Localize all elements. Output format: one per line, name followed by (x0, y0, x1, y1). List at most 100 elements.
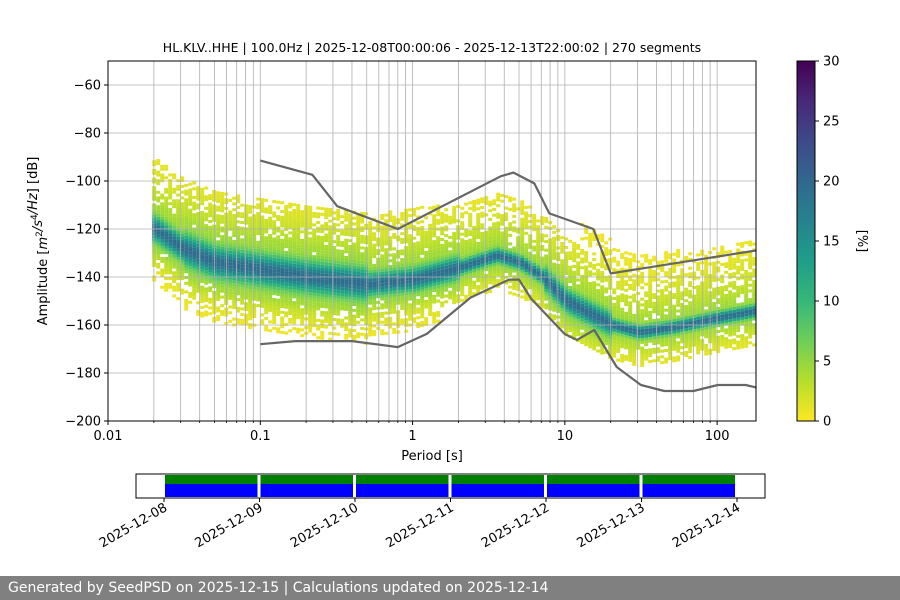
heatmap-cell (292, 220, 297, 224)
heatmap-cell (228, 291, 233, 295)
heatmap-cell (364, 295, 369, 299)
heatmap-cell (324, 299, 329, 303)
heatmap-cell (232, 280, 237, 284)
heatmap-cell (648, 279, 653, 283)
heatmap-cell (636, 317, 641, 321)
heatmap-cell (176, 288, 181, 292)
heatmap-cell (448, 284, 453, 288)
heatmap-cell (308, 297, 313, 301)
heatmap-cell (232, 277, 237, 281)
heatmap-cell (656, 306, 661, 310)
heatmap-cell (656, 338, 661, 342)
heatmap-cell (460, 232, 465, 236)
heatmap-cell (524, 277, 529, 281)
heatmap-cell (704, 315, 709, 319)
heatmap-cell (728, 296, 733, 299)
heatmap-cell (292, 295, 297, 299)
heatmap-cell (576, 290, 581, 294)
heatmap-cell (180, 216, 185, 220)
heatmap-cell (328, 262, 333, 266)
heatmap-cell (332, 228, 337, 232)
heatmap-cell (624, 355, 629, 358)
heatmap-cell (280, 256, 285, 260)
heatmap-cell (208, 237, 213, 241)
heatmap-cell (156, 173, 161, 177)
heatmap-cell (584, 236, 589, 240)
heatmap-cell (508, 222, 513, 226)
heatmap-cell (340, 229, 345, 233)
heatmap-cell (736, 271, 741, 275)
heatmap-cell (256, 214, 261, 218)
heatmap-cell (496, 221, 501, 225)
heatmap-cell (704, 344, 709, 347)
heatmap-cell (248, 288, 253, 292)
heatmap-cell (260, 250, 265, 253)
heatmap-cell (620, 279, 625, 282)
heatmap-cell (488, 269, 493, 273)
heatmap-cell (420, 220, 425, 224)
heatmap-cell (356, 332, 361, 336)
heatmap-cell (404, 269, 409, 273)
heatmap-cell (648, 305, 653, 309)
heatmap-cell (356, 251, 361, 255)
heatmap-cell (336, 243, 341, 247)
heatmap-cell (576, 287, 581, 291)
heatmap-cell (640, 309, 645, 313)
heatmap-cell (356, 297, 361, 301)
heatmap-cell (640, 312, 645, 316)
heatmap-cell (412, 256, 417, 260)
heatmap-cell (636, 332, 641, 336)
heatmap-cell (480, 266, 485, 270)
heatmap-cell (184, 304, 189, 308)
heatmap-cell (496, 250, 501, 254)
heatmap-cell (264, 221, 269, 225)
heatmap-cell (472, 228, 477, 232)
heatmap-cell (312, 315, 317, 319)
heatmap-cell (408, 294, 413, 298)
heatmap-cell (168, 228, 173, 232)
heatmap-cell (660, 335, 665, 339)
heatmap-cell (372, 301, 377, 305)
heatmap-cell (376, 318, 381, 322)
heatmap-cell (184, 232, 189, 236)
heatmap-cell (668, 285, 673, 289)
heatmap-cell (492, 207, 497, 211)
heatmap-cell (408, 208, 413, 212)
heatmap-cell (460, 261, 465, 265)
heatmap-cell (264, 224, 269, 228)
heatmap-cell (288, 260, 293, 264)
heatmap-cell (236, 200, 241, 204)
heatmap-cell (380, 280, 385, 284)
heatmap-cell (256, 232, 261, 236)
heatmap-cell (364, 301, 369, 305)
heatmap-cell (520, 229, 525, 233)
heatmap-cell (568, 254, 573, 258)
heatmap-cell (520, 258, 525, 261)
heatmap-cell (624, 320, 629, 324)
heatmap-cell (240, 238, 245, 242)
heatmap-cell (672, 319, 677, 322)
heatmap-cell (676, 280, 681, 284)
heatmap-cell (164, 228, 169, 232)
heatmap-cell (540, 294, 545, 297)
heatmap-cell (252, 271, 257, 275)
heatmap-cell (196, 284, 201, 287)
heatmap-cell (288, 248, 293, 252)
heatmap-cell (184, 209, 189, 213)
heatmap-cell (600, 256, 605, 260)
heatmap-cell (216, 214, 221, 218)
heatmap-cell (716, 286, 721, 290)
heatmap-cell (380, 277, 385, 281)
heatmap-cell (452, 217, 457, 221)
heatmap-cell (296, 224, 301, 227)
heatmap-cell (752, 280, 757, 283)
heatmap-cell (712, 327, 717, 331)
heatmap-cell (676, 358, 681, 362)
heatmap-cell (272, 226, 277, 229)
heatmap-cell (688, 347, 693, 351)
heatmap-cell (280, 330, 285, 334)
heatmap-cell (228, 276, 233, 280)
heatmap-cell (408, 309, 413, 313)
heatmap-cell (412, 302, 417, 306)
heatmap-cell (624, 280, 629, 284)
